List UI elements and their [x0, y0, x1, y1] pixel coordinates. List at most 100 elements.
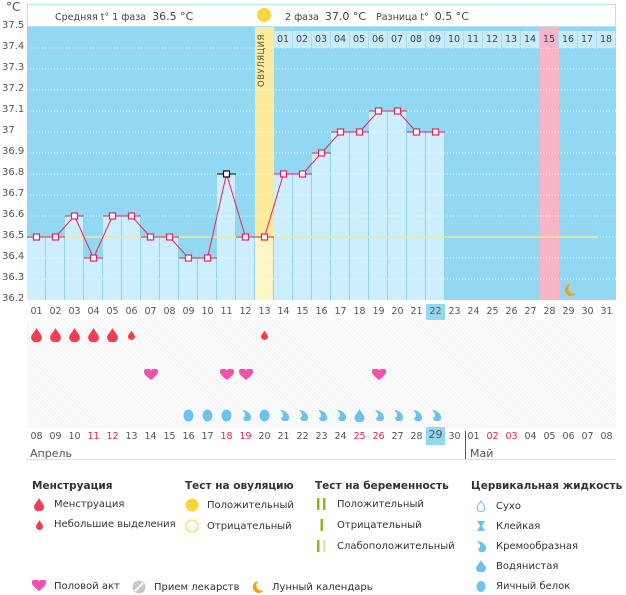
date-label[interactable]: 19 [239, 431, 252, 442]
legend-label: Кремообразная [496, 540, 579, 552]
diff-summary: Разница t° 0.5 °C [376, 10, 469, 23]
cycle-day-label[interactable]: 14 [277, 306, 290, 317]
cycle-day-label[interactable]: 11 [220, 306, 233, 317]
cycle-day-label[interactable]: 19 [372, 306, 385, 317]
dpo-label: 05 [350, 31, 369, 48]
legend-pregnancy-title: Тест на беременность [315, 480, 449, 492]
cycle-day-label[interactable]: 25 [486, 306, 499, 317]
date-label[interactable]: 14 [144, 431, 157, 442]
cycle-day-label[interactable]: 29 [562, 306, 575, 317]
diff-value: 0.5 °C [434, 10, 469, 23]
date-label[interactable]: 06 [562, 431, 575, 442]
cycle-day-label[interactable]: 28 [543, 306, 556, 317]
chart-svg [27, 27, 616, 300]
bbt-chart [27, 27, 616, 300]
date-label[interactable]: 28 [410, 431, 423, 442]
cycle-day-label[interactable]: 07 [144, 306, 157, 317]
cycle-day-label[interactable]: 05 [106, 306, 119, 317]
heart-icon [32, 580, 46, 592]
date-label[interactable]: 07 [581, 431, 594, 442]
month-label-may: Май [470, 447, 494, 460]
ovulation-positive-icon [185, 498, 199, 512]
cycle-day-label[interactable]: 02 [49, 306, 62, 317]
temperature-point [222, 170, 231, 178]
date-label[interactable]: 13 [125, 431, 138, 442]
small-blood-drop-icon [32, 519, 46, 530]
cycle-day-label[interactable]: 30 [581, 306, 594, 317]
blood-drop-icon [65, 325, 84, 345]
cycle-day-label[interactable]: 13 [258, 306, 271, 317]
date-label[interactable]: 29 [426, 427, 445, 445]
temperature-point [203, 254, 212, 262]
legend-label: Сухо [496, 500, 521, 512]
cycle-day-label[interactable]: 08 [163, 306, 176, 317]
dpo-label: 09 [426, 31, 445, 48]
date-label[interactable]: 08 [600, 431, 613, 442]
temperature-point [165, 233, 174, 241]
legend-label: Яичный белок [496, 580, 571, 592]
cycle-day-label[interactable]: 01 [30, 306, 43, 317]
cycle-day-label[interactable]: 10 [201, 306, 214, 317]
date-label[interactable]: 01 [467, 431, 480, 442]
creamy-icon [274, 405, 293, 425]
cycle-day-label[interactable]: 31 [600, 306, 613, 317]
date-label[interactable]: 12 [106, 431, 119, 442]
dpo-label: 04 [331, 31, 350, 48]
temperature-point [336, 128, 345, 136]
y-tick-label: 36.8 [2, 167, 25, 178]
date-label[interactable]: 27 [391, 431, 404, 442]
date-label[interactable]: 09 [49, 431, 62, 442]
date-label[interactable]: 24 [334, 431, 347, 442]
ovulation-label: ОВУЛЯЦИЯ [257, 34, 267, 87]
date-label[interactable]: 18 [220, 431, 233, 442]
cycle-day-label[interactable]: 04 [87, 306, 100, 317]
egg-white-icon [255, 405, 274, 425]
date-label[interactable]: 22 [296, 431, 309, 442]
legend-cf-sticky: Клейкая [474, 520, 540, 532]
temperature-bar [141, 237, 160, 300]
date-label[interactable]: 11 [87, 431, 100, 442]
date-label[interactable]: 23 [315, 431, 328, 442]
cycle-day-label[interactable]: 18 [353, 306, 366, 317]
creamy-icon [426, 405, 445, 425]
cycle-day-label[interactable]: 09 [182, 306, 195, 317]
date-label[interactable]: 17 [201, 431, 214, 442]
cycle-day-label[interactable]: 16 [315, 306, 328, 317]
y-tick-label: 37.5 [2, 20, 25, 31]
cycle-day-label[interactable]: 17 [334, 306, 347, 317]
date-label[interactable]: 05 [543, 431, 556, 442]
date-label[interactable]: 08 [30, 431, 43, 442]
date-label[interactable]: 04 [524, 431, 537, 442]
cycle-day-label[interactable]: 21 [410, 306, 423, 317]
y-tick-label: 37.1 [2, 104, 25, 115]
date-label[interactable]: 10 [68, 431, 81, 442]
cycle-day-label[interactable]: 06 [125, 306, 138, 317]
date-label[interactable]: 15 [163, 431, 176, 442]
cycle-day-label[interactable]: 03 [68, 306, 81, 317]
test-two-lines-icon [315, 498, 329, 510]
temperature-bar [388, 111, 407, 300]
date-label[interactable]: 20 [258, 431, 271, 442]
legend-lunar: Лунный календарь [250, 580, 373, 594]
cycle-day-label[interactable]: 24 [467, 306, 480, 317]
cycle-day-label[interactable]: 23 [448, 306, 461, 317]
cycle-day-label[interactable]: 20 [391, 306, 404, 317]
dpo-label: 03 [312, 31, 331, 48]
moon-icon [250, 580, 264, 594]
date-label[interactable]: 26 [372, 431, 385, 442]
creamy-icon [236, 405, 255, 425]
date-label[interactable]: 21 [277, 431, 290, 442]
date-label[interactable]: 30 [448, 431, 461, 442]
cycle-day-label[interactable]: 22 [426, 304, 445, 320]
expected-period-column [540, 27, 559, 300]
date-label[interactable]: 03 [505, 431, 518, 442]
date-label[interactable]: 25 [353, 431, 366, 442]
date-label[interactable]: 02 [486, 431, 499, 442]
cycle-day-label[interactable]: 15 [296, 306, 309, 317]
legend-label: Половой акт [54, 580, 120, 592]
cycle-day-label[interactable]: 12 [239, 306, 252, 317]
date-label[interactable]: 16 [182, 431, 195, 442]
cycle-day-label[interactable]: 27 [524, 306, 537, 317]
cycle-day-label[interactable]: 26 [505, 306, 518, 317]
cervical-fluid-row [27, 405, 616, 425]
